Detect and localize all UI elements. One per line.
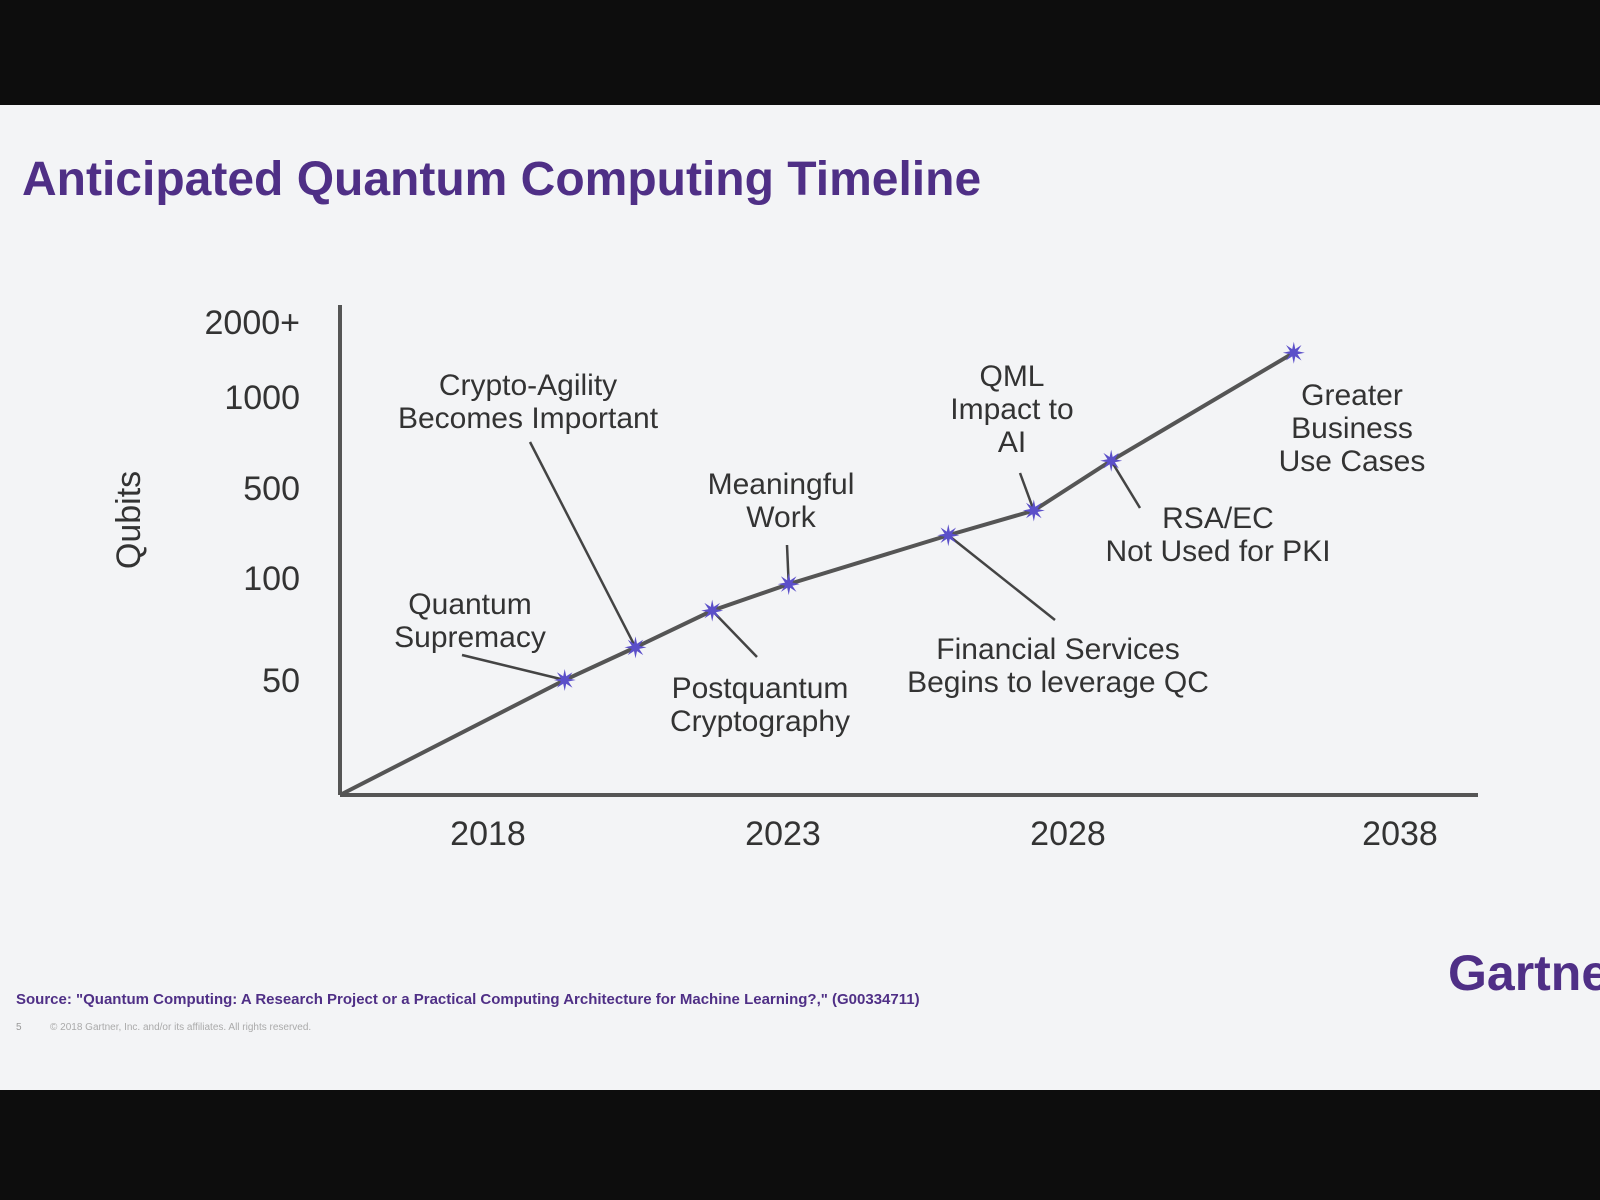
page-number: 5 bbox=[16, 1022, 22, 1033]
annotation-line: RSA/EC bbox=[1162, 502, 1274, 535]
y-axis-label: Qubits bbox=[110, 471, 148, 569]
milestone-marker bbox=[937, 524, 960, 547]
annotation-line: Work bbox=[746, 501, 816, 534]
x-tick-label: 2028 bbox=[1030, 815, 1106, 853]
y-tick-label: 100 bbox=[243, 560, 300, 598]
milestone-marker bbox=[624, 636, 647, 659]
milestone-marker bbox=[701, 599, 724, 622]
slide bbox=[0, 105, 1600, 1090]
annotation-line: Becomes Important bbox=[398, 402, 659, 435]
leader-line bbox=[947, 534, 1056, 621]
annotation-line: Postquantum bbox=[672, 672, 849, 705]
y-tick-label: 50 bbox=[262, 662, 300, 700]
annotation-line: Supremacy bbox=[394, 621, 546, 654]
x-tick-label: 2038 bbox=[1362, 815, 1438, 853]
annotation-line: Greater bbox=[1301, 379, 1403, 412]
annotation-line: Business bbox=[1291, 412, 1413, 445]
milestone-marker bbox=[1282, 341, 1305, 364]
annotation-line: Begins to leverage QC bbox=[907, 666, 1209, 699]
annotation-line: Meaningful bbox=[708, 468, 855, 501]
annotation-line: Use Cases bbox=[1279, 445, 1426, 478]
x-tick-label: 2018 bbox=[450, 815, 526, 853]
annotation-line: Not Used for PKI bbox=[1105, 535, 1330, 568]
x-tick-label: 2023 bbox=[745, 815, 821, 853]
annotation-line: Crypto-Agility bbox=[439, 369, 617, 402]
y-tick-label: 500 bbox=[243, 470, 300, 508]
annotation-line: Quantum bbox=[408, 588, 531, 621]
copyright: © 2018 Gartner, Inc. and/or its affiliat… bbox=[50, 1022, 311, 1033]
annotation-line: Impact to bbox=[950, 393, 1073, 426]
logo: Gartner bbox=[1448, 945, 1600, 1001]
milestone-marker bbox=[1022, 499, 1045, 522]
milestone-marker bbox=[553, 669, 576, 691]
annotation-line: AI bbox=[998, 426, 1026, 459]
source-note: Source: "Quantum Computing: A Research P… bbox=[16, 991, 920, 1008]
leader-line bbox=[1110, 460, 1142, 509]
milestone-marker bbox=[777, 573, 800, 596]
chart-title: Anticipated Quantum Computing Timeline bbox=[22, 153, 981, 206]
leader-line bbox=[461, 653, 565, 682]
annotation-line: Cryptography bbox=[670, 705, 850, 738]
leader-line bbox=[711, 609, 758, 658]
milestone-marker bbox=[1100, 449, 1123, 472]
leader-line bbox=[528, 441, 637, 648]
annotation-line: QML bbox=[979, 360, 1044, 393]
y-tick-label: 2000+ bbox=[205, 304, 301, 342]
leader-line bbox=[1018, 472, 1035, 511]
y-tick-label: 1000 bbox=[224, 379, 300, 417]
annotation-line: Financial Services bbox=[936, 633, 1179, 666]
